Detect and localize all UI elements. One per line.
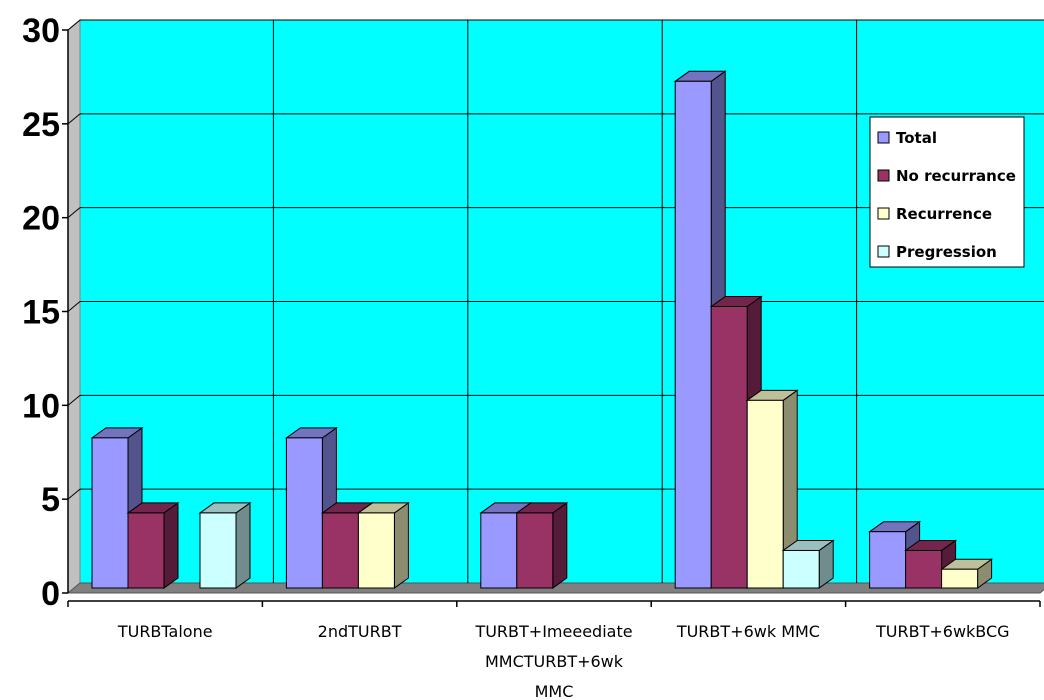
bar-front bbox=[746, 399, 784, 589]
bar-front bbox=[710, 306, 748, 589]
bar bbox=[940, 558, 994, 589]
y-tick-label: 10 bbox=[22, 387, 60, 425]
gridline-side bbox=[67, 207, 81, 219]
legend-swatch bbox=[877, 131, 890, 144]
x-tick-label: MMC bbox=[535, 682, 574, 700]
x-tick-label: TURBT+Imeeediate bbox=[474, 622, 632, 641]
bar-side bbox=[163, 501, 179, 589]
y-tick-label: 25 bbox=[22, 106, 60, 144]
bar bbox=[868, 520, 922, 589]
legend-label: No recurrance bbox=[896, 167, 1016, 185]
legend-label: Pregression bbox=[896, 243, 997, 261]
bar bbox=[90, 426, 144, 589]
bar-front bbox=[869, 531, 907, 589]
legend-swatch bbox=[877, 245, 890, 258]
x-tick-label: TURBT+6wk MMC bbox=[676, 622, 820, 641]
gridline-side bbox=[67, 301, 81, 312]
x-tick-label: 2ndTURBT bbox=[318, 622, 402, 641]
y-tick-label: 15 bbox=[22, 294, 60, 332]
x-tick-label: MMCTURBT+6wk bbox=[485, 652, 624, 671]
bar-front bbox=[480, 512, 518, 589]
bar-front bbox=[285, 437, 323, 589]
y-tick-label: 30 bbox=[22, 12, 60, 50]
bar bbox=[356, 501, 410, 589]
bar bbox=[781, 539, 835, 589]
bar-front bbox=[782, 549, 820, 589]
bar-front bbox=[941, 568, 979, 589]
legend-box bbox=[869, 116, 1025, 268]
bar bbox=[515, 501, 569, 589]
bar-front bbox=[674, 80, 712, 589]
bar-front bbox=[199, 512, 237, 589]
gridline-side bbox=[67, 113, 81, 125]
y-tick-label: 5 bbox=[41, 481, 60, 519]
legend-swatch bbox=[877, 169, 890, 182]
gridline-side bbox=[67, 394, 81, 406]
bar-front bbox=[905, 549, 943, 589]
legend-label: Recurrence bbox=[896, 205, 992, 223]
bar-front bbox=[357, 512, 395, 589]
gridline-side bbox=[67, 19, 81, 31]
bar-front bbox=[321, 512, 359, 589]
bar-side bbox=[393, 501, 409, 589]
bar bbox=[745, 389, 799, 589]
x-tick-label: TURBT+6wkBCG bbox=[875, 622, 1010, 641]
bar bbox=[126, 501, 180, 589]
y-tick-label: 0 bbox=[41, 575, 60, 613]
bar-front bbox=[516, 512, 554, 589]
y-tick-label: 20 bbox=[22, 200, 60, 238]
bar-side bbox=[552, 501, 568, 589]
bar-front bbox=[127, 512, 165, 589]
x-tick-label: TURBTalone bbox=[117, 622, 213, 641]
gridline-side bbox=[67, 488, 81, 500]
legend-swatch bbox=[877, 207, 890, 220]
bar-side bbox=[235, 501, 251, 589]
legend-label: Total bbox=[896, 129, 937, 147]
bar-front bbox=[91, 437, 129, 589]
bar bbox=[198, 501, 252, 589]
